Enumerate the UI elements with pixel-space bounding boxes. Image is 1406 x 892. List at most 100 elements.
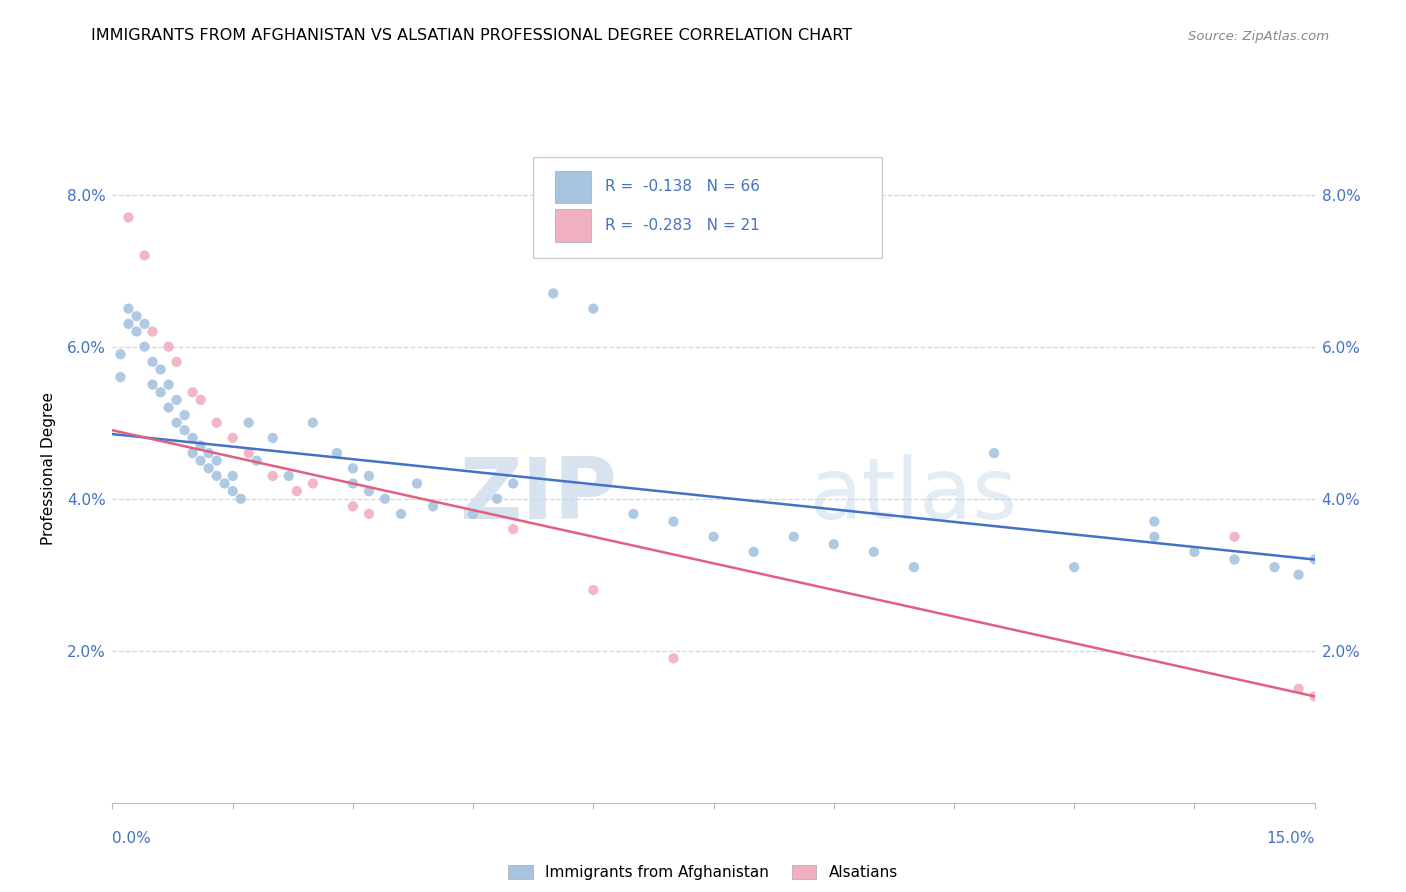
Point [285, 484, 308, 499]
Point [1303, 690, 1326, 704]
Point [342, 476, 364, 491]
Text: Source: ZipAtlas.com: Source: ZipAtlas.com [1188, 30, 1329, 43]
Point [277, 469, 299, 483]
Point [205, 469, 228, 483]
Point [302, 476, 325, 491]
Point [157, 340, 180, 354]
Point [1184, 545, 1206, 559]
Point [422, 500, 444, 514]
Point [502, 476, 524, 491]
Point [1264, 560, 1286, 574]
Point [181, 446, 204, 460]
Point [197, 446, 219, 460]
Point [181, 431, 204, 445]
Point [222, 469, 245, 483]
Point [141, 325, 163, 339]
Point [134, 317, 156, 331]
Point [983, 446, 1005, 460]
Point [173, 408, 195, 422]
Point [173, 423, 195, 437]
Point [1303, 552, 1326, 566]
Text: atlas: atlas [810, 453, 1018, 537]
Point [823, 537, 845, 551]
Point [214, 476, 236, 491]
Point [141, 377, 163, 392]
Point [1288, 681, 1310, 696]
Point [222, 431, 245, 445]
Point [1223, 552, 1246, 566]
Point [582, 301, 605, 316]
Point [181, 385, 204, 400]
Point [262, 431, 284, 445]
Point [166, 355, 188, 369]
Point [357, 469, 380, 483]
Point [238, 446, 260, 460]
Point [134, 248, 156, 262]
Text: 15.0%: 15.0% [1267, 831, 1315, 846]
Y-axis label: Professional Degree: Professional Degree [41, 392, 56, 545]
Point [1143, 530, 1166, 544]
Point [246, 453, 269, 467]
Point [342, 461, 364, 475]
Point [110, 347, 132, 361]
FancyBboxPatch shape [555, 210, 591, 242]
Point [357, 484, 380, 499]
Text: IMMIGRANTS FROM AFGHANISTAN VS ALSATIAN PROFESSIONAL DEGREE CORRELATION CHART: IMMIGRANTS FROM AFGHANISTAN VS ALSATIAN … [91, 29, 852, 43]
Point [125, 325, 148, 339]
Point [1063, 560, 1085, 574]
Point [326, 446, 349, 460]
Text: R =  -0.138   N = 66: R = -0.138 N = 66 [606, 179, 761, 194]
Point [205, 453, 228, 467]
Point [389, 507, 412, 521]
Point [157, 377, 180, 392]
Point [149, 362, 172, 376]
FancyBboxPatch shape [533, 157, 882, 258]
Point [125, 310, 148, 324]
Point [342, 500, 364, 514]
Point [702, 530, 725, 544]
Point [117, 301, 139, 316]
Point [117, 211, 139, 225]
Text: R =  -0.283   N = 21: R = -0.283 N = 21 [606, 218, 761, 233]
Point [166, 416, 188, 430]
Legend: Immigrants from Afghanistan, Alsatians: Immigrants from Afghanistan, Alsatians [509, 865, 897, 880]
Point [903, 560, 925, 574]
Point [662, 651, 685, 665]
Point [582, 582, 605, 597]
Point [190, 453, 212, 467]
Point [406, 476, 429, 491]
Point [1223, 530, 1246, 544]
Point [197, 461, 219, 475]
Point [863, 545, 886, 559]
Point [190, 392, 212, 407]
Point [742, 545, 765, 559]
Point [229, 491, 252, 506]
Point [238, 416, 260, 430]
Point [262, 469, 284, 483]
Text: ZIP: ZIP [460, 453, 617, 537]
Point [1288, 567, 1310, 582]
Point [222, 484, 245, 499]
Point [117, 317, 139, 331]
Point [662, 515, 685, 529]
Point [302, 416, 325, 430]
Point [621, 507, 644, 521]
Point [486, 491, 509, 506]
Point [190, 438, 212, 452]
Text: 0.0%: 0.0% [112, 831, 152, 846]
Point [141, 355, 163, 369]
Point [374, 491, 396, 506]
Point [166, 392, 188, 407]
Point [543, 286, 565, 301]
Point [110, 370, 132, 384]
Point [461, 507, 484, 521]
Point [205, 416, 228, 430]
Point [357, 507, 380, 521]
FancyBboxPatch shape [555, 170, 591, 202]
Point [782, 530, 804, 544]
Point [502, 522, 524, 536]
Point [157, 401, 180, 415]
Point [149, 385, 172, 400]
Point [1143, 515, 1166, 529]
Point [134, 340, 156, 354]
